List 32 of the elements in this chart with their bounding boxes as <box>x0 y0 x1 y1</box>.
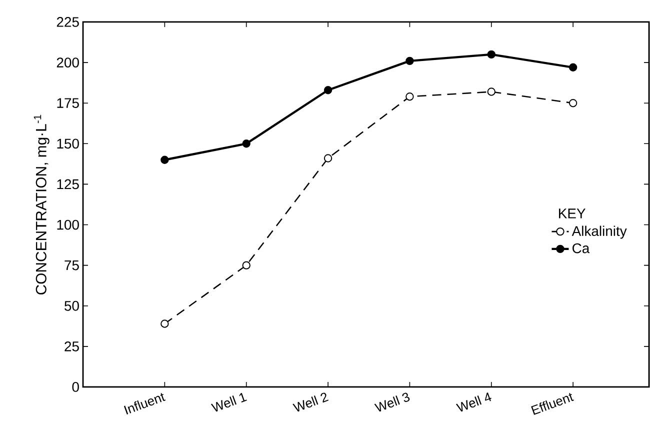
legend-label: Ca <box>572 243 590 254</box>
y-tick-label: 100 <box>57 220 79 230</box>
point <box>242 140 250 148</box>
point <box>242 261 250 270</box>
y-tick-label: 25 <box>64 341 79 352</box>
x-tick-label: Well 4 <box>456 392 492 412</box>
x-tick-label: Effluent <box>531 392 574 415</box>
point <box>160 156 169 164</box>
y-tick-label: 225 <box>56 17 79 27</box>
y-tick-label: 0 <box>72 382 79 392</box>
point <box>568 63 578 72</box>
x-tick-label: Well 3 <box>374 392 410 412</box>
y-tick-label: 75 <box>64 260 79 270</box>
y-tick-label: 150 <box>57 138 79 149</box>
x-tick-label: Influent <box>124 392 166 414</box>
point <box>406 92 414 101</box>
x-tick-label: Well 1 <box>210 392 247 412</box>
point <box>324 154 332 162</box>
y-tick-label: 125 <box>57 179 79 190</box>
x-tick-label: Well 2 <box>292 392 329 412</box>
point <box>487 50 496 59</box>
y-axis-title: CONCENTRATION, mg·L$^{-1}$ <box>34 114 50 294</box>
point <box>324 86 332 94</box>
point <box>487 88 496 96</box>
y-tick-label: 200 <box>56 58 79 68</box>
point <box>160 320 169 328</box>
legend-title: KEY <box>559 208 586 218</box>
y-tick-label: 50 <box>64 300 79 311</box>
point <box>568 99 578 108</box>
point <box>406 56 414 66</box>
legend-label: Alkalinity <box>572 226 627 239</box>
y-tick-label: 175 <box>57 98 79 108</box>
